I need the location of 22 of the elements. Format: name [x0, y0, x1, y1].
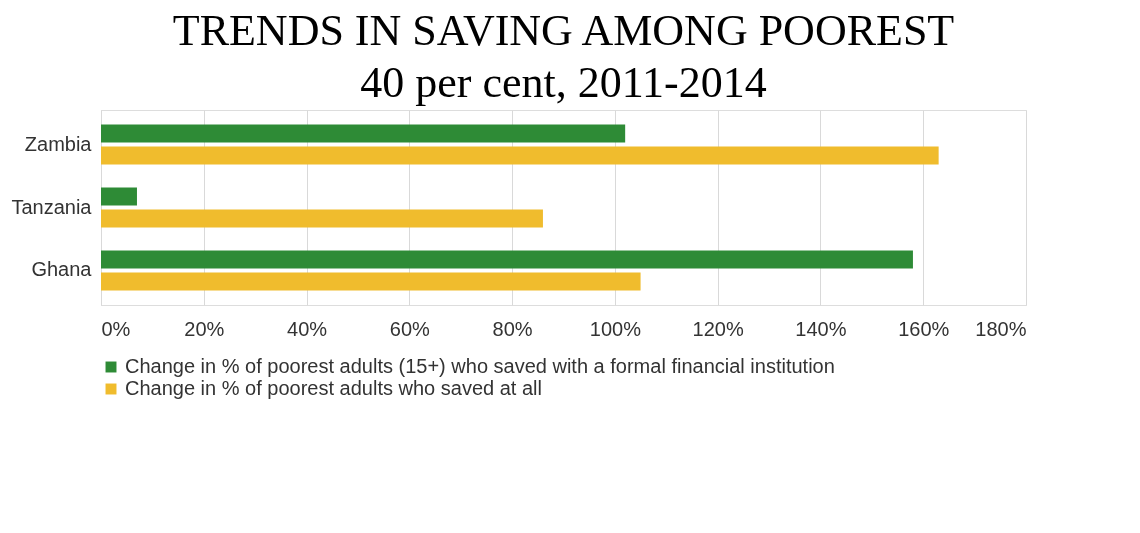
x-tick-label: 160% [898, 317, 950, 340]
x-tick-label: 180% [975, 317, 1027, 340]
x-tick-label: 20% [184, 317, 225, 340]
bar [101, 146, 939, 165]
legend-label: Change in % of poorest adults who saved at all [125, 377, 542, 399]
x-tick-label: 80% [492, 317, 533, 340]
y-tick-label: Zambia [24, 132, 93, 155]
x-tick-label: 100% [589, 317, 642, 340]
bar [101, 124, 626, 143]
bar [101, 250, 913, 269]
chart-title: TRENDS IN SAVING AMONG POOREST 40 per cent, 2011-2014 [172, 6, 955, 107]
legend-label: Change in % of poorest adults (15+) who saved with a formal financial institution [125, 355, 835, 377]
x-tick-label: 0% [101, 317, 131, 340]
bar [101, 272, 641, 291]
y-tick-label: Tanzania [11, 195, 93, 218]
x-tick-label: 60% [389, 317, 431, 340]
y-tick-label: Ghana [31, 258, 93, 281]
x-tick-label: 120% [692, 317, 744, 340]
bar [101, 187, 137, 206]
x-tick-label: 40% [287, 317, 328, 340]
bar [101, 209, 543, 228]
x-tick-label: 140% [795, 317, 847, 340]
